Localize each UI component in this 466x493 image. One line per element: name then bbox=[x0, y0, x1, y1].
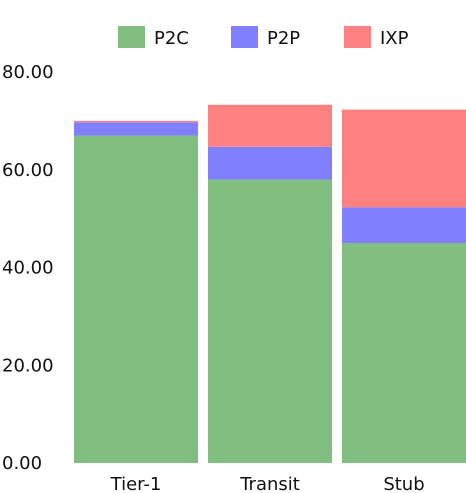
bar-segment-p2p-transit bbox=[208, 146, 332, 180]
category-label: Tier-1 bbox=[110, 474, 162, 493]
legend-item-p2p: P2P bbox=[231, 26, 300, 49]
y-tick-label: 60.00 bbox=[2, 160, 54, 181]
x-axis: Tier-1 Transit Stub bbox=[110, 474, 425, 493]
legend-swatch bbox=[118, 26, 145, 48]
legend-label: P2C bbox=[154, 28, 189, 49]
bars bbox=[74, 104, 466, 463]
y-tick-label: 0.00 bbox=[2, 453, 42, 474]
y-axis: 0.00 20.00 40.00 60.00 80.00 bbox=[2, 62, 54, 474]
y-tick-label: 40.00 bbox=[2, 258, 54, 279]
legend-label: P2P bbox=[267, 28, 300, 49]
legend-swatch bbox=[231, 26, 258, 48]
bar-segment-ixp-tier-1 bbox=[74, 120, 198, 123]
legend-label: IXP bbox=[380, 28, 409, 49]
legend: P2C P2P IXP bbox=[118, 26, 409, 49]
legend-item-p2c: P2C bbox=[118, 26, 189, 49]
y-tick-label: 20.00 bbox=[2, 355, 54, 376]
bar-segment-p2p-tier-1 bbox=[74, 122, 198, 136]
bar-segment-p2p-stub bbox=[342, 207, 466, 244]
bar-segment-p2c-transit bbox=[208, 179, 332, 463]
category-label: Transit bbox=[239, 474, 300, 493]
bar-segment-ixp-stub bbox=[342, 109, 466, 208]
bar-stack-transit bbox=[208, 104, 332, 463]
category-label: Stub bbox=[383, 474, 424, 493]
legend-swatch bbox=[344, 26, 371, 48]
bar-segment-p2c-tier-1 bbox=[74, 135, 198, 463]
bar-stack-stub bbox=[342, 109, 466, 463]
bar-segment-p2c-stub bbox=[342, 243, 466, 463]
y-tick-label: 80.00 bbox=[2, 62, 54, 83]
bar-segment-ixp-transit bbox=[208, 104, 332, 147]
bar-stack-tier-1 bbox=[74, 120, 198, 463]
legend-item-ixp: IXP bbox=[344, 26, 409, 49]
